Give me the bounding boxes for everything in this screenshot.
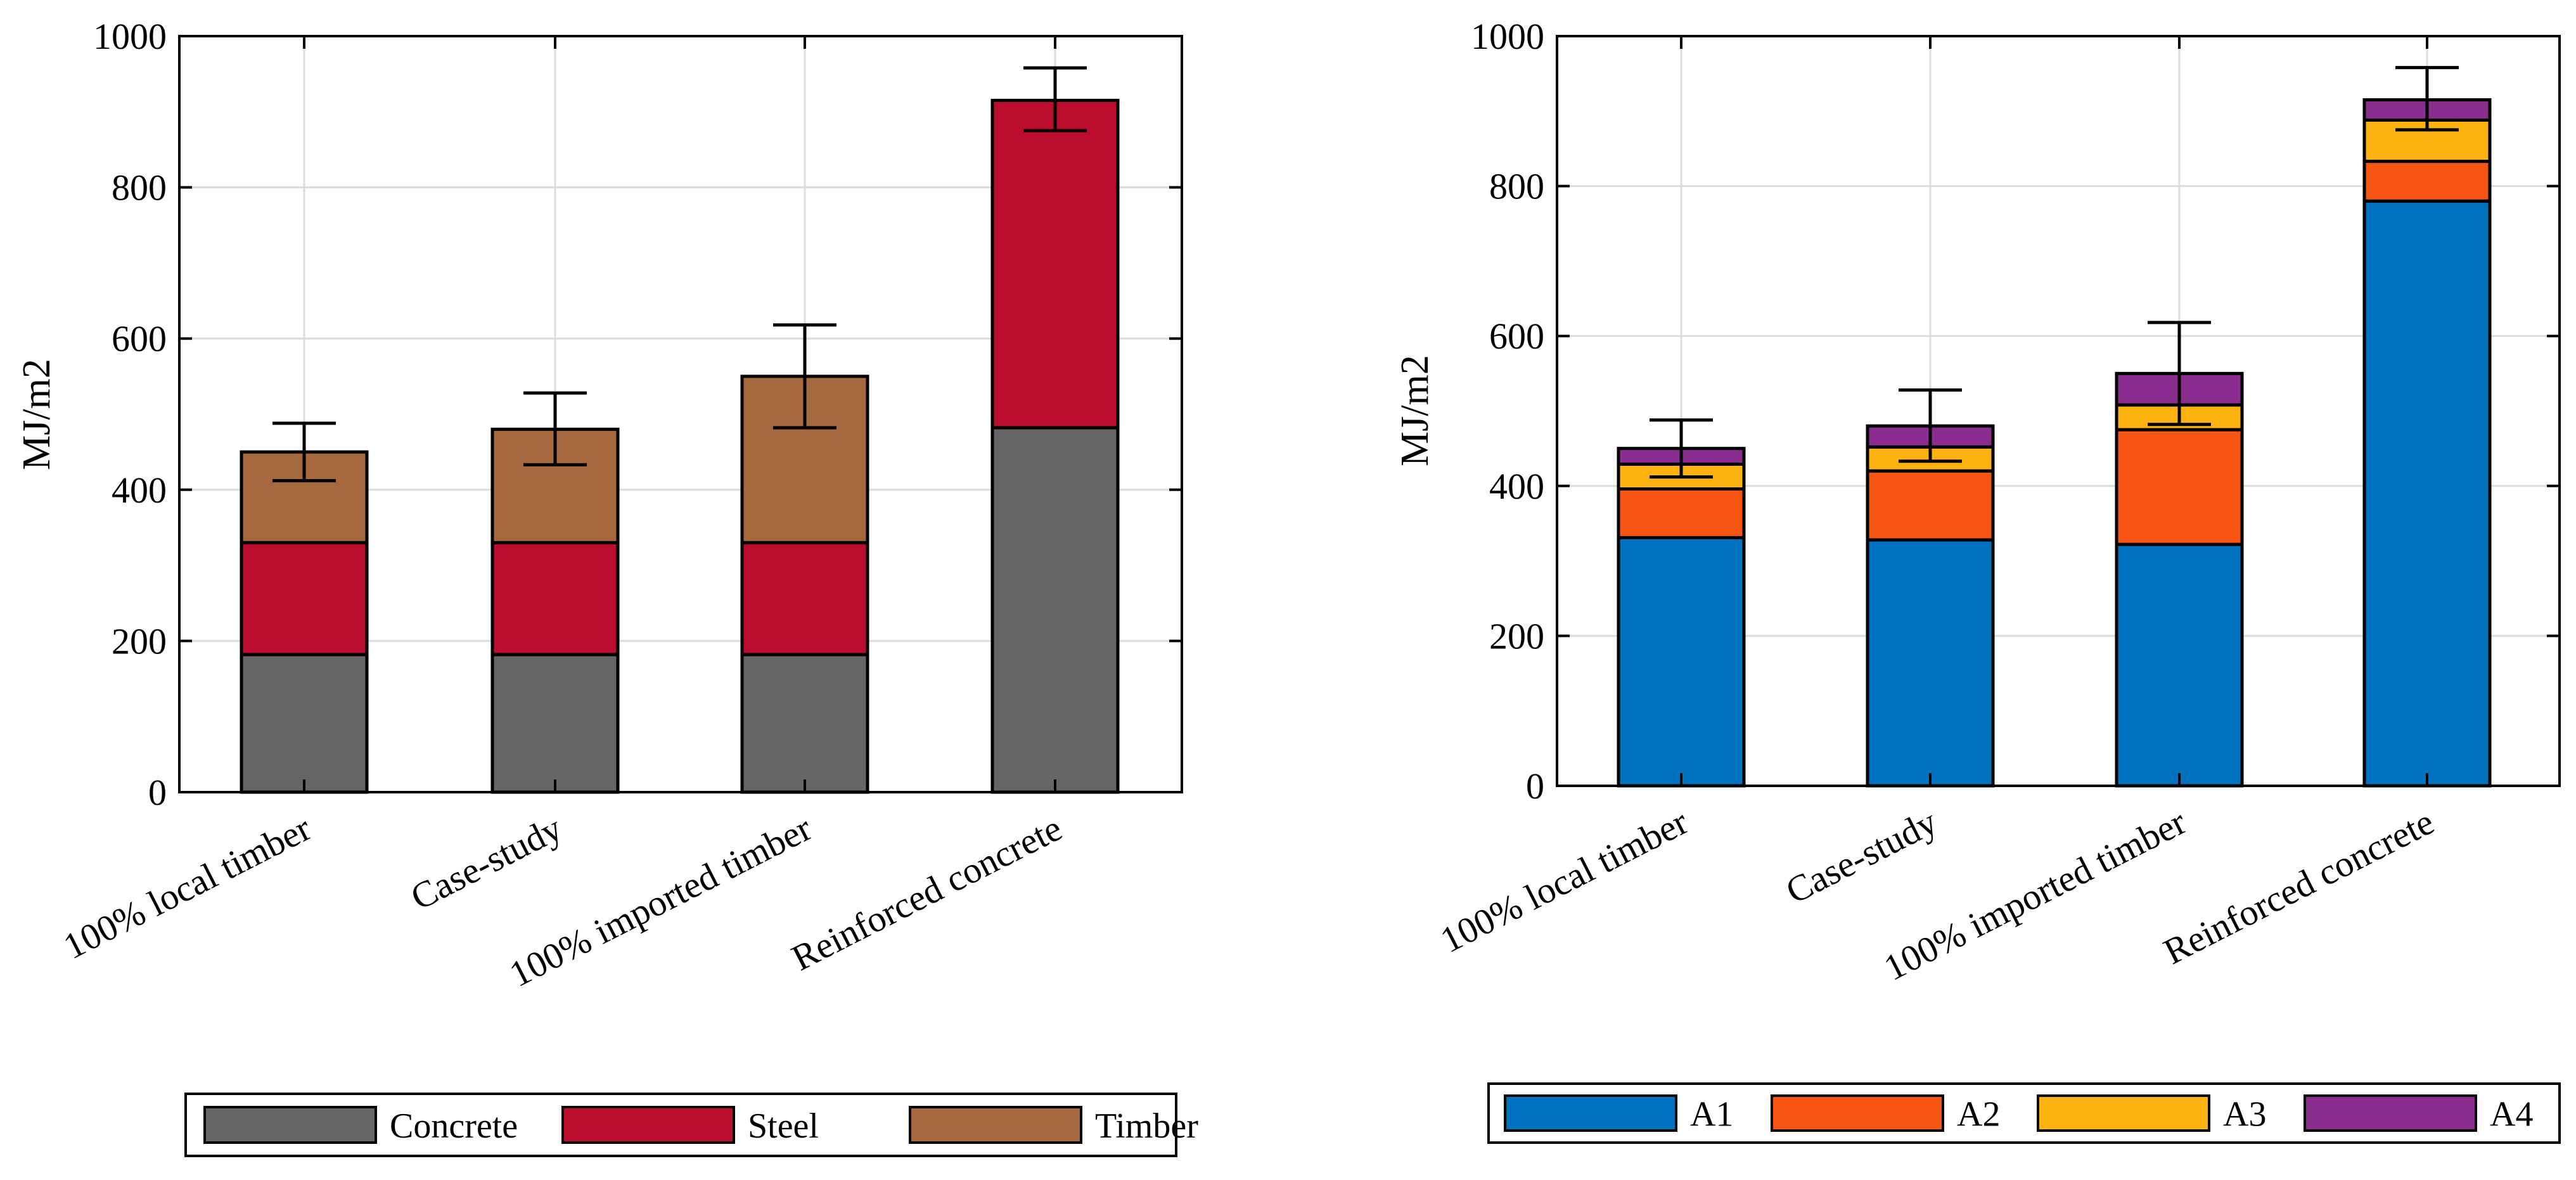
legend-label-timber: Timber: [1095, 1106, 1198, 1146]
bar-reinforced-concrete-steel: [990, 98, 1120, 430]
bar-reinforced-concrete-a1: [2362, 199, 2492, 788]
y-tick-label: 1000: [1471, 16, 1544, 57]
y-axis-label-left: MJ/m2: [15, 359, 58, 470]
error-bars-left: [272, 66, 1087, 482]
y-tick-label: 400: [1489, 466, 1544, 507]
y-tick-label: 1000: [93, 16, 167, 57]
legend-right: A1 A2 A3 A4: [1487, 1082, 2561, 1144]
y-tick-label: 800: [112, 167, 167, 208]
bar-100-local-timber-steel: [240, 541, 369, 657]
x-tick-label-case-study: Case-study: [404, 807, 568, 918]
legend-left: Concrete Steel Timber: [184, 1093, 1198, 1157]
legend-swatch-a3: [2037, 1094, 2210, 1132]
plot-frame-right: [1556, 35, 2561, 787]
y-tick-label: 0: [1526, 766, 1544, 807]
x-tick-label-reinforced-concrete: Reinforced concrete: [2157, 801, 2440, 973]
x-tick-label-100-local-timber: 100% local timber: [1434, 801, 1695, 961]
legend-label-a2: A2: [1957, 1095, 2000, 1134]
legend-swatch-a1: [1504, 1094, 1677, 1132]
bars-right: [1617, 98, 2492, 788]
y-ticks-left: 0 200 400 600 800 1000: [93, 16, 1182, 813]
bar-100-local-timber-a2: [1617, 487, 1746, 539]
y-tick-label: 800: [1489, 166, 1544, 207]
bar-case-study-a2: [1866, 469, 1995, 542]
legend-label-a3: A3: [2223, 1095, 2266, 1134]
y-tick-label: 200: [112, 620, 167, 662]
legend-swatch-timber: [909, 1106, 1082, 1144]
legend-label-concrete: Concrete: [390, 1106, 518, 1146]
bar-reinforced-concrete-concrete: [990, 426, 1120, 794]
bar-reinforced-concrete-a2: [2362, 160, 2492, 203]
bar-100-imported-timber-steel: [740, 541, 869, 657]
bar-100-imported-timber-a1: [2115, 542, 2244, 788]
y-tick-label: 600: [112, 318, 167, 359]
chart-left: 0 200 400 600 800 1000 100% local timber Case-…: [15, 16, 1198, 1157]
legend-swatch-steel: [561, 1106, 735, 1144]
x-tick-label-case-study: Case-study: [1779, 801, 1944, 912]
bar-100-imported-timber-a2: [2115, 428, 2244, 546]
chart-right: 0 200 400 600 800 1000 100% local timber Case-…: [1394, 16, 2561, 1144]
legend-swatch-concrete: [203, 1106, 377, 1144]
legend-swatch-a4: [2304, 1094, 2477, 1132]
legend-label-steel: Steel: [748, 1106, 819, 1146]
legend-label-a1: A1: [1690, 1095, 1733, 1134]
y-tick-label: 400: [112, 470, 167, 511]
y-axis-label-right: MJ/m2: [1394, 355, 1437, 466]
bar-100-imported-timber-concrete: [740, 653, 869, 794]
x-tick-label-reinforced-concrete: Reinforced concrete: [785, 807, 1068, 979]
bar-100-local-timber-concrete: [240, 653, 369, 794]
bar-case-study-concrete: [490, 653, 620, 794]
x-tick-label-100-local-timber: 100% local timber: [57, 807, 317, 967]
bar-100-local-timber-a1: [1617, 535, 1746, 788]
bars-left: [240, 98, 1120, 794]
y-tick-label: 200: [1489, 615, 1544, 657]
legend-swatch-a2: [1771, 1094, 1944, 1132]
legend-label-a4: A4: [2490, 1095, 2533, 1134]
bar-case-study-steel: [490, 541, 620, 657]
y-ticks-right: 0 200 400 600 800 1000: [1471, 16, 2560, 807]
plot-frame-left: [178, 35, 1183, 793]
y-tick-label: 0: [148, 772, 167, 813]
bar-case-study-a1: [1866, 538, 1995, 788]
error-bars-right: [1650, 66, 2459, 479]
y-tick-label: 600: [1489, 316, 1544, 357]
